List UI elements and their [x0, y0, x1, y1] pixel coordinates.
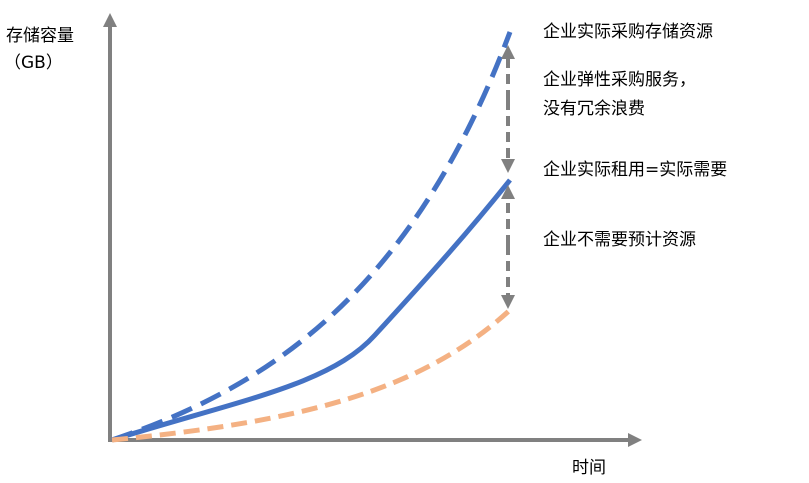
expected-curve: [111, 308, 512, 443]
annotation: 企业弹性采购服务，: [543, 70, 696, 90]
actual-curve: [111, 178, 512, 443]
purchased-curve: [111, 31, 513, 443]
annotation: 没有冗余浪费: [543, 99, 645, 119]
annotation: 企业不需要预计资源: [543, 230, 696, 250]
annotation: 企业实际租用=实际需要: [543, 160, 727, 180]
annotation: 企业实际采购存储资源: [543, 22, 713, 42]
y-axis-unit: （GB）: [4, 53, 63, 73]
y-axis-label: 存储容量: [6, 26, 74, 46]
x-axis-label: 时间: [572, 458, 606, 478]
